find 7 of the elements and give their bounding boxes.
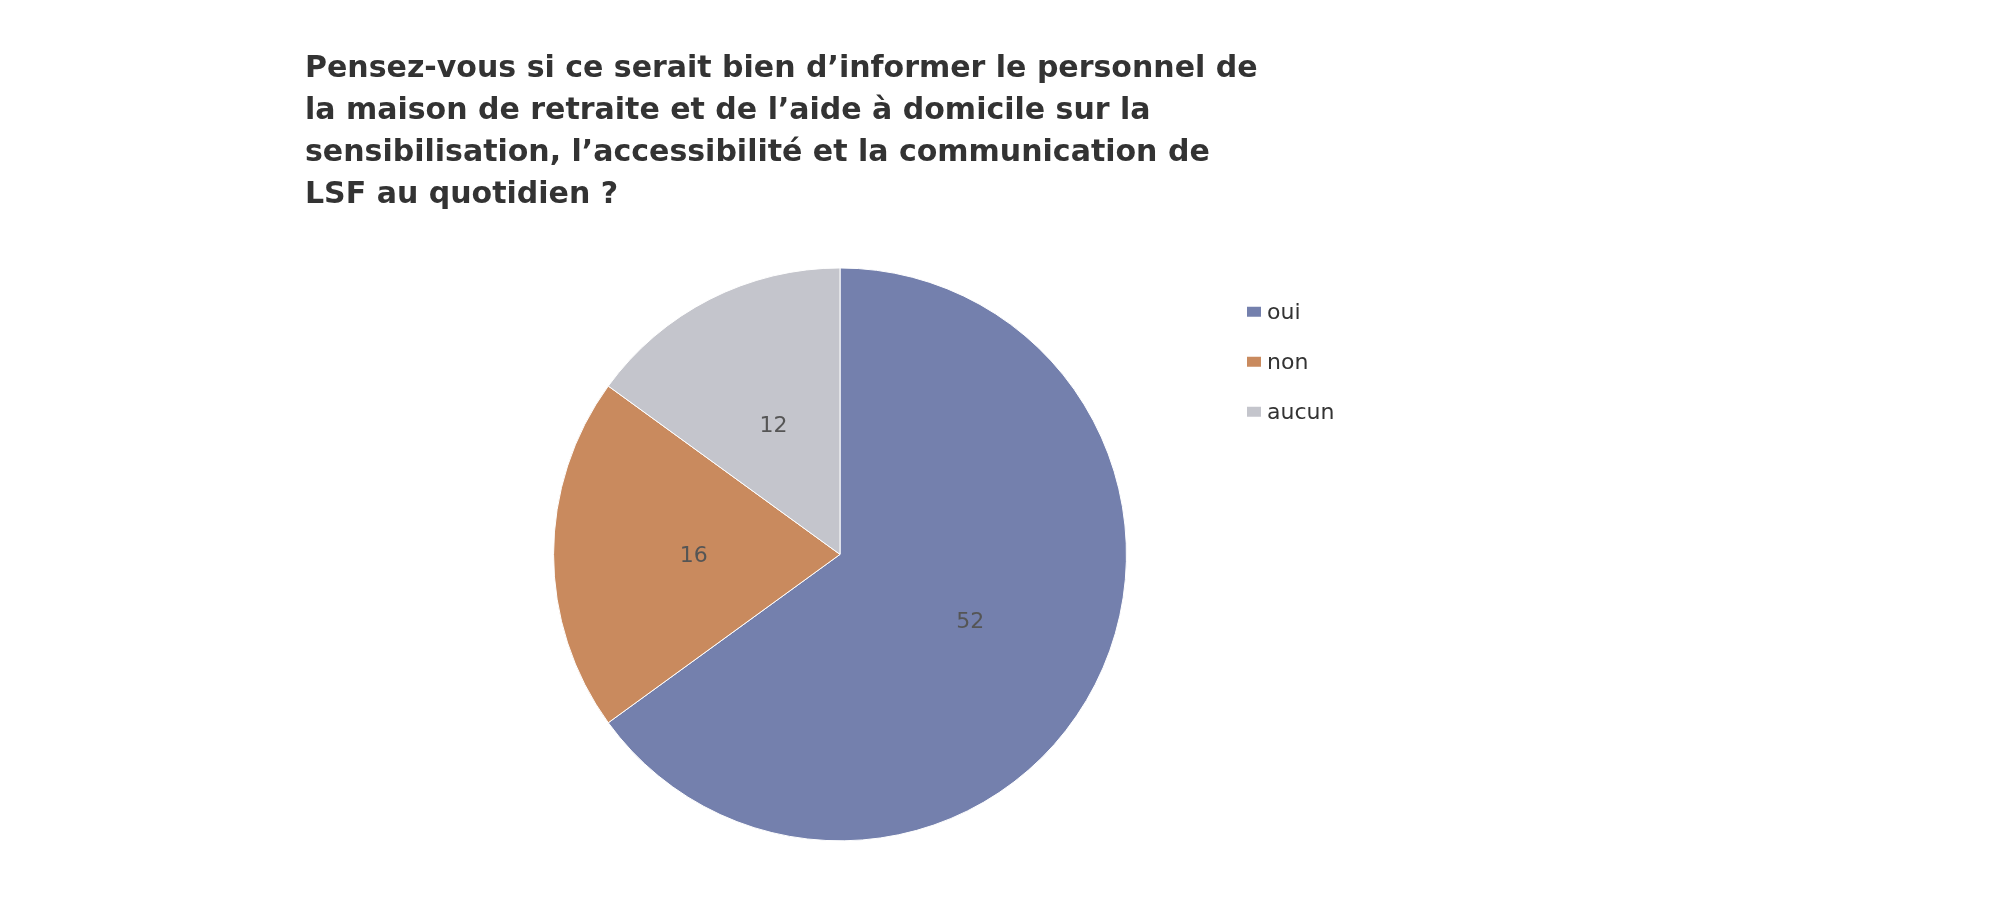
data-label: 12 [759, 411, 788, 437]
legend-label: oui [1267, 299, 1301, 325]
legend-label: non [1267, 349, 1309, 375]
legend-label: aucun [1267, 399, 1335, 425]
data-label: 52 [956, 608, 985, 634]
chart-title: Pensez-vous si ce serait bien d’informer le personnel de la maison de retraite et de l’aide à domicile sur la sensibilisation, l’accessibilité et la communication de LSF au quotidien ? [305, 48, 1269, 210]
data-label: 16 [679, 541, 708, 567]
